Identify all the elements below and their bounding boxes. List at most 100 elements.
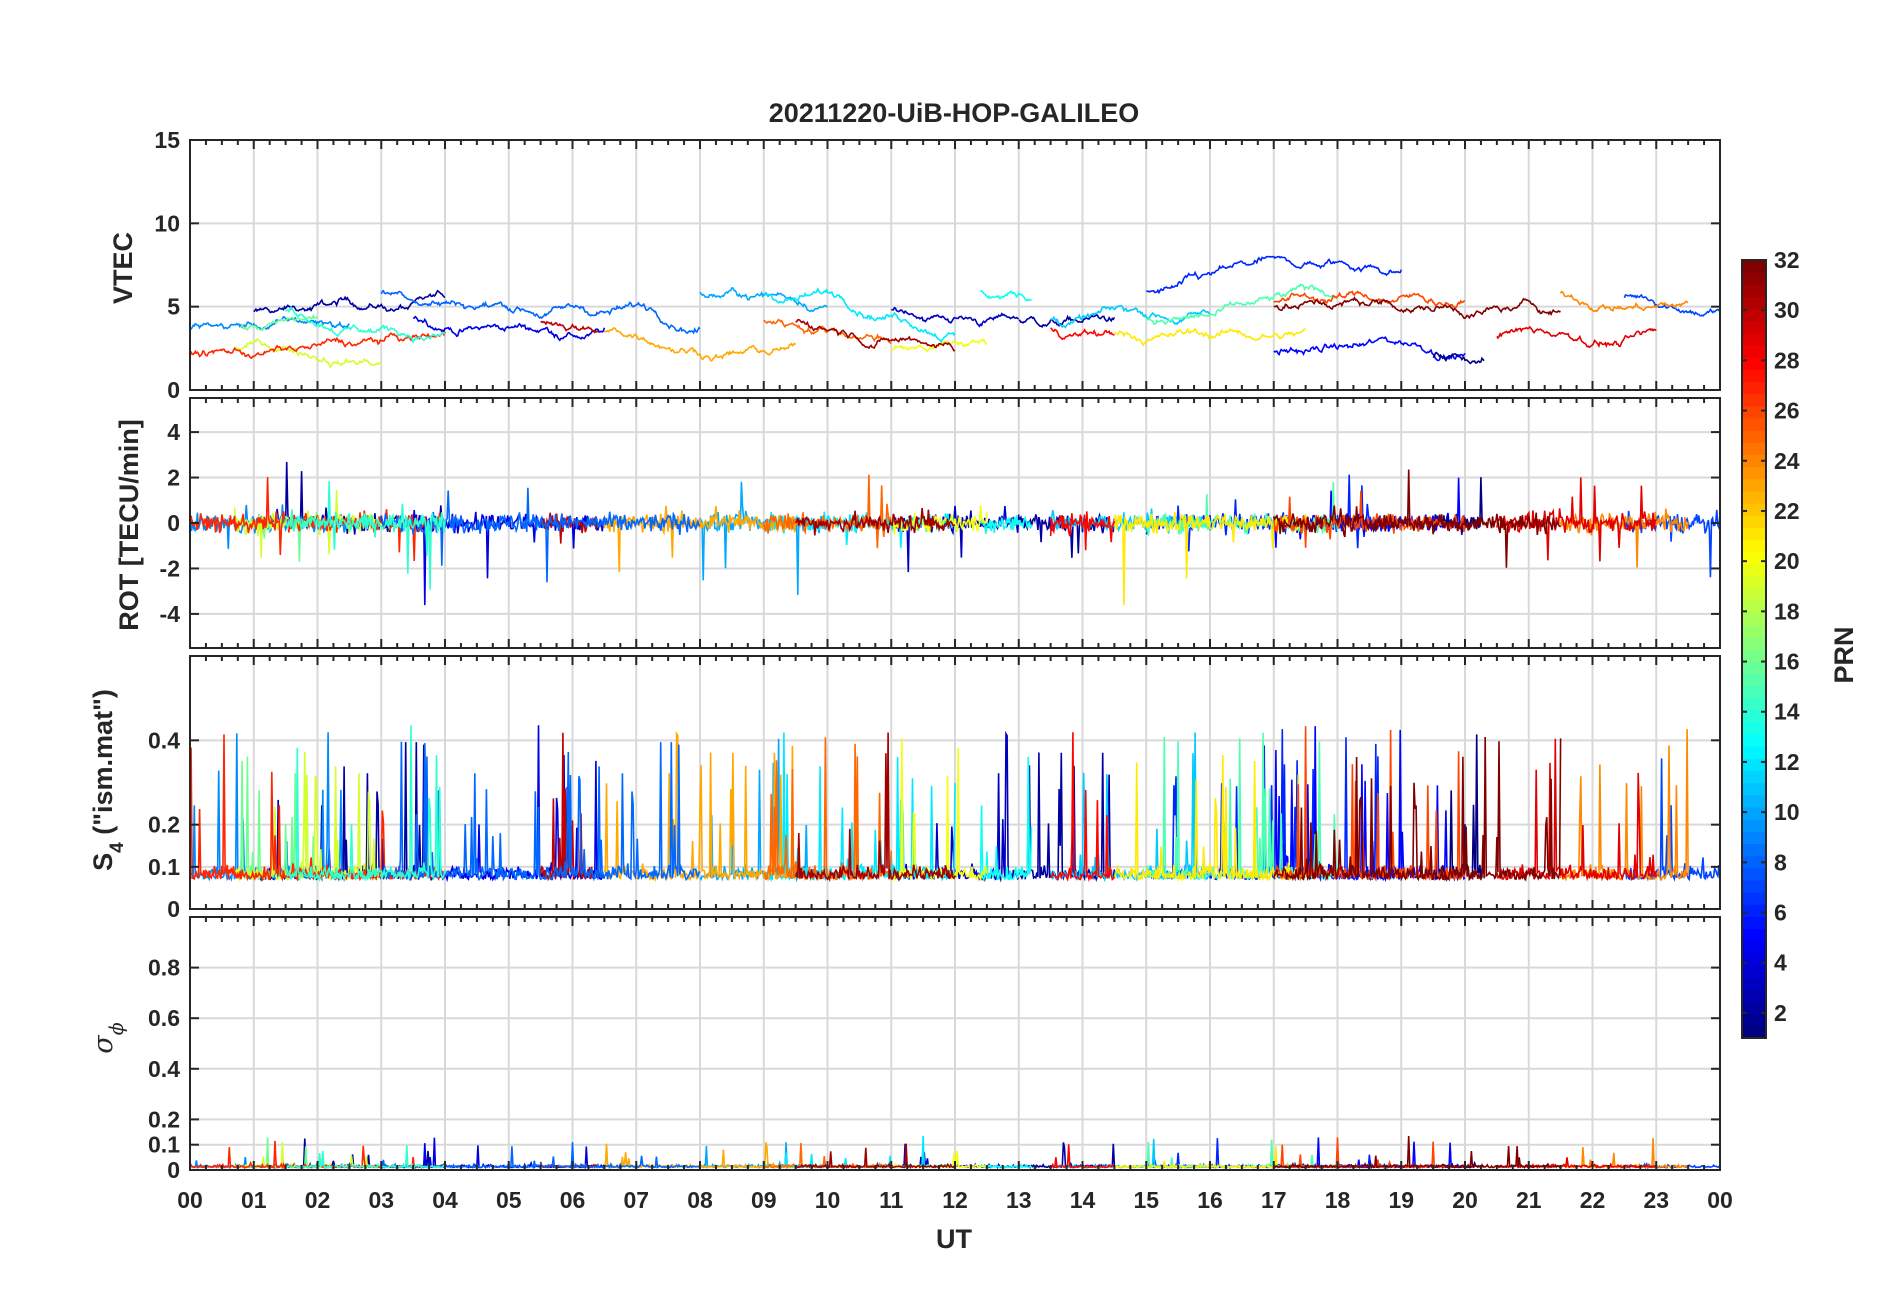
- prn-trace: [1018, 752, 1116, 883]
- prn-trace: [1018, 512, 1116, 558]
- prn-trace: [1273, 469, 1561, 568]
- prn-trace: [1559, 729, 1689, 882]
- y-tick-label: 0.2: [148, 1106, 180, 1132]
- y-tick-label: -2: [160, 555, 180, 581]
- prn-trace: [234, 751, 383, 882]
- y-tick-label: 0.2: [148, 812, 180, 838]
- prn-trace: [1049, 1138, 1211, 1169]
- y-tick-label: 0: [167, 510, 180, 536]
- prn-trace: [1018, 314, 1116, 329]
- prn-trace: [1273, 335, 1466, 362]
- x-tick-label: 04: [432, 1187, 458, 1213]
- x-tick-label: 16: [1197, 1187, 1223, 1213]
- prn-trace: [1623, 293, 1720, 317]
- prn-trace: [233, 490, 383, 558]
- prn-trace: [413, 315, 606, 342]
- s4-label-sub: 4: [107, 842, 128, 853]
- prn-trace: [1273, 1137, 1466, 1170]
- prn-trace: [234, 338, 382, 369]
- y-tick-label: 0.4: [148, 727, 180, 753]
- prn-trace: [1018, 1142, 1116, 1169]
- colorbar-label: PRN: [1829, 626, 1859, 683]
- prn-trace: [890, 738, 988, 883]
- prn-trace: [1273, 290, 1465, 309]
- x-tick-label: 11: [879, 1187, 904, 1213]
- colorbar-tick-label: 32: [1774, 247, 1800, 273]
- prn-trace: [284, 725, 446, 883]
- colorbar-tick-label: 30: [1774, 297, 1800, 323]
- s4-axis-label: S4 ("ism.mat"): [88, 689, 128, 871]
- y-tick-label: 0.1: [148, 1132, 180, 1158]
- y-tick-label: 0.6: [148, 1005, 180, 1031]
- x-tick-label: 18: [1325, 1187, 1351, 1213]
- y-tick-label: 0: [167, 1157, 180, 1183]
- colorbar-tick-label: 4: [1774, 950, 1787, 976]
- y-tick-label: -4: [160, 601, 181, 627]
- prn-trace: [190, 315, 350, 331]
- y-tick-label: 0.1: [148, 854, 180, 880]
- colorbar-tick-label: 10: [1774, 799, 1800, 825]
- x-tick-label: 23: [1643, 1187, 1669, 1213]
- x-tick-label: 17: [1261, 1187, 1287, 1213]
- y-tick-label: 0: [167, 377, 180, 403]
- prn-trace: [380, 289, 701, 335]
- x-tick-label: 07: [623, 1187, 649, 1213]
- s4-panel: 0 0.1 0.2 0.4: [148, 655, 1721, 922]
- colorbar-tick-label: 18: [1774, 598, 1800, 624]
- prn-trace: [763, 737, 893, 882]
- vtec-axis-label: VTEC: [108, 232, 138, 304]
- prn-trace: [980, 289, 1032, 302]
- prn-trace: [1113, 755, 1307, 883]
- colorbar-tick-label: 20: [1774, 548, 1800, 574]
- prn-trace: [699, 287, 828, 313]
- x-tick-label: 20: [1452, 1187, 1478, 1213]
- x-tick-label: 05: [496, 1187, 522, 1213]
- s4-label-rest: ("ism.mat"): [88, 689, 118, 842]
- x-tick-label: 06: [560, 1187, 586, 1213]
- prn-trace: [1050, 327, 1115, 341]
- y-tick-label: 0: [167, 896, 180, 922]
- y-tick-label: 0.4: [148, 1056, 180, 1082]
- prn-trace: [253, 289, 446, 314]
- x-tick-label: 14: [1070, 1187, 1096, 1213]
- vtec-panel: 0 5 10 15: [154, 127, 1721, 403]
- colorbar-tick-label: 26: [1774, 398, 1800, 424]
- y-tick-label: 2: [167, 465, 180, 491]
- x-tick-label: 02: [305, 1187, 331, 1213]
- prn-trace: [1560, 1138, 1689, 1170]
- x-tick-label: 00: [177, 1187, 203, 1213]
- sigma-label-main: σ: [88, 1034, 119, 1054]
- prn-trace: [1145, 732, 1339, 882]
- rot-panel: -4 -2 0 2 4: [160, 397, 1721, 649]
- prn-trace: [284, 481, 446, 590]
- prn-trace: [234, 1142, 382, 1170]
- x-tick-label: 10: [815, 1187, 841, 1213]
- prn-trace: [1496, 325, 1657, 349]
- prn-trace: [380, 487, 701, 583]
- prn-trace: [540, 320, 599, 334]
- colorbar-tick-label: 28: [1774, 347, 1800, 373]
- prn-trace: [794, 732, 956, 883]
- sigma-phi-panel: 00.10.2 0.4 0.6 0.8: [148, 916, 1721, 1183]
- y-tick-label: 15: [154, 127, 180, 153]
- x-tick-label: 22: [1580, 1187, 1606, 1213]
- colorbar-tick-label: 14: [1774, 699, 1800, 725]
- x-tick-label: 09: [751, 1187, 777, 1213]
- prn-trace: [795, 318, 956, 352]
- prn-trace: [1559, 290, 1689, 313]
- prn-trace: [890, 505, 988, 535]
- prn-trace: [795, 1143, 956, 1170]
- prn-trace: [891, 306, 1019, 328]
- sigma-label-sub: ϕ: [106, 1022, 128, 1035]
- prn-trace: [1145, 283, 1338, 326]
- prn-trace: [240, 313, 318, 331]
- prn-trace: [285, 306, 446, 345]
- prn-trace: [190, 732, 350, 883]
- x-tick-label: 00: [1707, 1187, 1733, 1213]
- x-axis-label: UT: [936, 1224, 972, 1254]
- x-tick-label: 19: [1388, 1187, 1414, 1213]
- colorbar-tick-label: 2: [1774, 1000, 1787, 1026]
- s4-label-main: S: [88, 853, 118, 871]
- prn-trace: [1273, 296, 1561, 320]
